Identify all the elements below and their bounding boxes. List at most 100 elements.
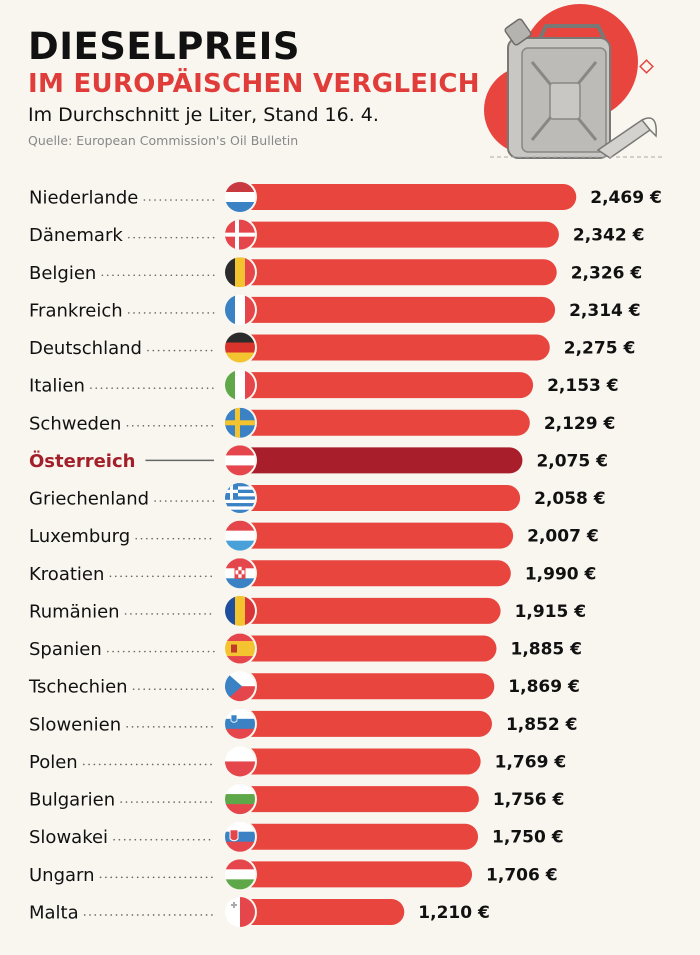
value-label: 1,706 €: [486, 865, 558, 885]
bar: [239, 221, 559, 248]
chart-row: Italien 2,153 €: [29, 368, 619, 403]
bar: [239, 673, 495, 700]
bar: [239, 861, 473, 888]
source-note: Quelle: European Commission's Oil Bullet…: [28, 133, 299, 148]
bar: [239, 485, 521, 512]
value-label: 2,007 €: [527, 527, 599, 547]
category-label: Italien: [29, 376, 85, 397]
chart-row: Luxemburg 2,007 €: [29, 518, 599, 553]
bar: [239, 823, 479, 850]
value-label: 1,852 €: [506, 715, 578, 735]
chart-row: Frankreich 2,314 €: [29, 292, 641, 327]
chart-row: Ungarn 1,706 €: [29, 857, 558, 892]
value-label: 1,769 €: [495, 752, 567, 772]
value-label: 2,469 €: [590, 188, 662, 208]
chart-row: Kroatien 1,990 €: [29, 556, 597, 591]
category-label: Griechenland: [29, 489, 149, 510]
flag-fr-icon: [223, 292, 257, 327]
flag-cz-icon: [223, 669, 257, 704]
flag-nl-icon: [223, 180, 257, 214]
category-label: Tschechien: [28, 677, 128, 698]
flag-lu-icon: [223, 518, 257, 553]
value-label: 1,990 €: [525, 564, 597, 584]
flag-dk-icon: [223, 217, 257, 252]
flag-bg-icon: [223, 782, 257, 817]
value-label: 1,869 €: [508, 677, 580, 697]
flag-at-icon: [223, 443, 257, 478]
funnel-handle: [641, 117, 657, 138]
bar: [239, 597, 501, 624]
chart-row: Polen 1,769 €: [29, 744, 567, 779]
flag-hr-icon: [223, 556, 257, 591]
chart-row: Belgien 2,326 €: [29, 255, 643, 290]
category-label: Österreich: [29, 450, 135, 472]
flag-se-icon: [223, 405, 257, 440]
category-label: Malta: [29, 902, 79, 923]
flag-de-icon: [223, 330, 257, 365]
category-label: Slowakei: [29, 827, 108, 848]
category-label: Frankreich: [29, 300, 123, 321]
flag-ro-icon: [223, 593, 257, 628]
chart-row: Slowenien 1,852 €: [29, 706, 578, 741]
chart-row: Rumänien 1,915 €: [29, 593, 586, 628]
flag-es-icon: [223, 631, 257, 666]
category-label: Kroatien: [29, 564, 104, 585]
category-label: Niederlande: [29, 188, 138, 209]
bar: [239, 898, 405, 925]
chart-title: DIESELPREIS: [28, 25, 301, 68]
chart-row: Österreich 2,075 €: [29, 443, 608, 478]
value-label: 2,314 €: [569, 301, 641, 321]
bar: [239, 409, 530, 436]
value-label: 2,326 €: [571, 263, 643, 283]
chart-row: Griechenland 2,058 €: [29, 481, 606, 516]
bar: [239, 447, 523, 474]
diamond-decoration: [639, 59, 654, 74]
flag-it-icon: [223, 368, 257, 403]
value-label: 1,756 €: [493, 790, 565, 810]
chart-row: Schweden 2,129 €: [29, 405, 616, 440]
fuel-canister-icon: [484, 4, 665, 159]
chart-subtitle: Im Durchschnitt je Liter, Stand 16. 4.: [28, 104, 379, 126]
value-label: 2,342 €: [573, 226, 645, 246]
bar: [239, 522, 514, 549]
category-label: Belgien: [29, 263, 96, 284]
flag-si-icon: [223, 706, 257, 741]
bar: [239, 259, 557, 286]
chart-row: Bulgarien 1,756 €: [29, 782, 565, 817]
value-label: 2,129 €: [544, 414, 616, 434]
category-label: Ungarn: [29, 865, 95, 886]
category-label: Dänemark: [29, 225, 123, 246]
value-label: 1,750 €: [492, 828, 564, 848]
bar: [239, 334, 550, 361]
canister-cap: [504, 18, 532, 46]
value-label: 2,075 €: [536, 451, 608, 471]
bar: [239, 560, 511, 587]
value-label: 2,153 €: [547, 376, 619, 396]
bar: [239, 748, 481, 775]
flag-be-icon: [223, 255, 257, 290]
bar: [239, 372, 534, 399]
value-label: 1,885 €: [510, 640, 582, 660]
chart-row: Niederlande 2,469 €: [29, 180, 662, 214]
value-label: 1,210 €: [418, 903, 490, 923]
value-label: 2,058 €: [534, 489, 606, 509]
chart-row: Dänemark 2,342 €: [29, 217, 645, 252]
chart-subtitle-highlight: IM EUROPÄISCHEN VERGLEICH: [28, 69, 480, 99]
category-label: Spanien: [29, 639, 102, 660]
bar: [239, 184, 577, 210]
category-label: Schweden: [29, 413, 121, 434]
chart-row: Deutschland 2,275 €: [29, 330, 636, 365]
category-label: Luxemburg: [29, 526, 130, 547]
bar: [239, 786, 479, 813]
category-label: Rumänien: [29, 601, 120, 622]
canister-center: [549, 82, 581, 120]
flag-hu-icon: [223, 857, 257, 892]
category-label: Bulgarien: [29, 790, 115, 811]
value-label: 2,275 €: [564, 339, 636, 359]
canister-handle: [538, 24, 606, 39]
flag-pl-icon: [223, 744, 257, 779]
category-label: Slowenien: [29, 714, 121, 735]
bar: [239, 296, 556, 323]
chart-row: Tschechien 1,869 €: [28, 669, 580, 704]
